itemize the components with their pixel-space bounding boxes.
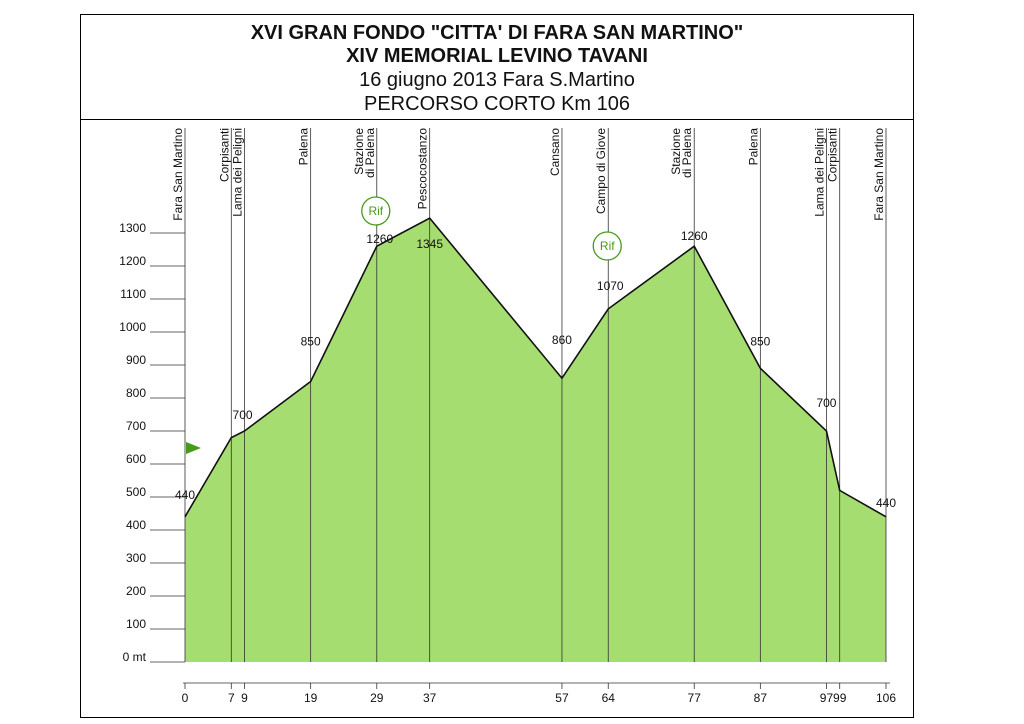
refreshment-marker: [592, 231, 622, 261]
elevation-line: [184, 217, 887, 518]
x-tick-label: 64: [602, 691, 616, 705]
start-flag-icon: [186, 442, 201, 454]
y-tick-label: 0 mt: [123, 650, 147, 664]
y-tick-label: 500: [126, 485, 146, 499]
y-tick-label: 1300: [119, 221, 146, 235]
elevation-label: 700: [816, 396, 836, 410]
location-label: Cansano: [548, 128, 562, 176]
location-label: Fara San Martino: [171, 128, 185, 221]
location-label: Corpisanti: [217, 128, 231, 182]
x-tick-label: 7: [228, 691, 235, 705]
header-separator: [80, 119, 914, 120]
y-tick-label: 900: [126, 353, 146, 367]
location-label: Lama dei Peligni: [812, 128, 826, 217]
route-name: PERCORSO CORTO Km 106: [364, 93, 630, 115]
y-tick-label: 100: [126, 617, 146, 631]
elevation-label: 850: [301, 335, 321, 349]
chart-title: XVI GRAN FONDO "CITTA' DI FARA SAN MARTI…: [250, 22, 744, 44]
location-label: Corpisanti: [826, 128, 840, 182]
y-tick-label: 400: [126, 518, 146, 532]
chart-subtitle: XIV MEMORIAL LEVINO TAVANI: [346, 45, 648, 67]
elevation-label: 1260: [681, 229, 708, 243]
x-tick-label: 57: [555, 691, 569, 705]
elevation-label: 1345: [416, 237, 443, 251]
refreshment-label: Rif: [600, 239, 615, 253]
y-tick-label: 800: [126, 386, 146, 400]
y-tick-label: 200: [126, 584, 146, 598]
location-label: Stazionedi Palena: [669, 128, 694, 178]
y-tick-label: 700: [126, 419, 146, 433]
y-tick-label: 600: [126, 452, 146, 466]
elevation-label: 1070: [597, 279, 624, 293]
elevation-label: 440: [175, 488, 195, 502]
elevation-label: 860: [552, 333, 572, 347]
refreshment-marker: [361, 196, 391, 226]
location-label: Stazionedi Palena: [352, 128, 377, 178]
x-tick-label: 9: [241, 691, 248, 705]
x-tick-label: 19: [304, 691, 318, 705]
elevation-label: 850: [750, 334, 770, 348]
elevation-area: [185, 218, 886, 662]
location-label: Lama dei Peligni: [231, 128, 245, 217]
location-label: Palena: [297, 128, 311, 166]
x-tick-label: 77: [688, 691, 702, 705]
y-tick-label: 1000: [119, 320, 146, 334]
x-tick-label: 106: [876, 691, 896, 705]
event-date: 16 giugno 2013 Fara S.Martino: [359, 69, 635, 91]
location-label: Fara San Martino: [872, 128, 886, 221]
x-tick-label: 87: [754, 691, 768, 705]
refreshment-label: Rif: [368, 204, 383, 218]
x-tick-label: 0: [182, 691, 189, 705]
chart-frame: [80, 14, 914, 718]
elevation-label: 700: [233, 408, 253, 422]
location-label: Pescocostanzo: [416, 128, 430, 210]
y-tick-label: 300: [126, 551, 146, 565]
elevation-label: 1260: [366, 232, 393, 246]
y-tick-label: 1100: [120, 287, 146, 301]
y-tick-label: 1200: [119, 254, 146, 268]
x-tick-label: 99: [833, 691, 847, 705]
x-tick-label: 37: [423, 691, 437, 705]
x-tick-label: 97: [820, 691, 834, 705]
x-tick-label: 29: [370, 691, 384, 705]
location-label: Palena: [746, 128, 760, 166]
location-label: Campo di Giove: [594, 128, 608, 214]
elevation-label: 440: [876, 496, 896, 510]
